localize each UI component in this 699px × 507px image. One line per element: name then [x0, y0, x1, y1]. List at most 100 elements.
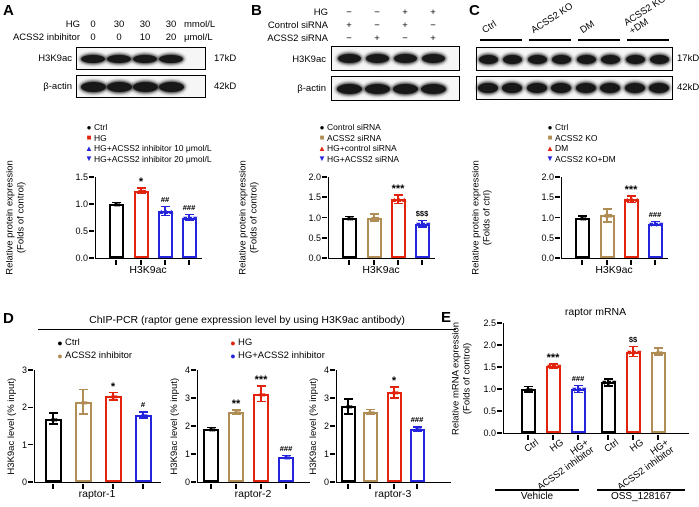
y-axis-tick	[555, 236, 561, 239]
bar-hg-acss2-inhibitor	[134, 414, 152, 482]
legend-marker-circle-icon: ●	[230, 350, 236, 361]
y-axis-label-line1: H3K9ac level (% input)	[5, 377, 17, 475]
protein-band	[421, 54, 445, 63]
y-axis-tick-label: 1.0	[483, 384, 496, 394]
x-axis-tick	[606, 259, 608, 265]
y-axis-tick	[555, 216, 561, 219]
data-point-markers: ●●●	[109, 392, 119, 402]
error-bar-cap-bottom	[369, 219, 379, 222]
data-point-markers: ●●●	[654, 347, 664, 357]
blot-header-value: +	[374, 33, 380, 44]
molecular-weight-label: 42kD	[214, 81, 237, 92]
y-axis-tick-label: 1.5	[483, 362, 496, 372]
x-axis-tick	[632, 434, 634, 440]
x-axis-label: H3K9ac	[595, 264, 633, 276]
legend-label: Ctrl	[555, 122, 569, 133]
error-bar-cap-top	[548, 363, 558, 365]
legend-item: ● Ctrl	[545, 122, 616, 133]
data-point-markers: ●●●	[524, 385, 534, 394]
error-bar-cap-top	[111, 201, 121, 204]
panel-a-legend: ● Ctrl ■ HG ▲ HG+ACSS2 inhibitor 10 μmol/L ▼ HG…	[84, 122, 212, 164]
error-bar	[606, 208, 608, 223]
bar-control-sirna	[341, 217, 357, 258]
y-axis-tick-label: 1.0	[541, 212, 554, 223]
x-axis-tick	[82, 483, 84, 489]
significance-label: ###	[410, 415, 424, 424]
x-axis-tick	[581, 259, 583, 265]
legend-marker-circle-icon: ●	[230, 337, 236, 348]
error-bar-cap-bottom	[653, 354, 663, 356]
protein-band	[106, 81, 132, 92]
y-axis-tick	[497, 344, 503, 346]
y-axis-tick-label: 3	[184, 393, 190, 403]
bar-hg-acss2-inhibitor	[650, 351, 666, 433]
y-axis-tick	[555, 176, 561, 178]
panel-e-label: E	[441, 309, 452, 326]
blot-header-value: 0	[116, 32, 122, 43]
error-bar-cap-bottom	[160, 214, 170, 217]
legend-label: HG+ACSS2 inhibitor 10 μmol/L	[94, 143, 212, 154]
data-point-markers: ▼▼▼	[414, 219, 432, 229]
bar-hg	[133, 190, 149, 258]
y-axis-tick	[322, 176, 328, 178]
x-axis-label: raptor-1	[78, 488, 116, 500]
group-underline	[495, 489, 579, 491]
data-point-markers: ●●●	[366, 408, 376, 417]
y-axis-tick-label: 1	[21, 439, 27, 450]
data-point-markers: ▼▼▼	[647, 219, 665, 229]
significance-label: $$	[628, 334, 638, 344]
error-bar-cap-top	[417, 219, 427, 222]
legend-item: ▲ HG+control siRNA	[317, 143, 399, 154]
bar-ctrl	[520, 389, 536, 433]
bar-ctrl	[203, 428, 219, 482]
error-bar	[373, 213, 375, 222]
blot-header-value: −	[374, 20, 380, 31]
error-bar-cap-bottom	[138, 416, 148, 419]
data-point-markers: ●●●	[139, 410, 149, 420]
legend-marker-triangle-down-icon: ▼	[85, 154, 93, 164]
error-bar-cap-bottom	[548, 367, 558, 370]
data-point-markers: ■■■	[603, 211, 613, 221]
protein-band	[133, 54, 157, 63]
legend-label: HG+ACSS2 inhibitor 20 μmol/L	[94, 153, 212, 164]
bar-hg-acss2-inhibitor-20-mol-l	[181, 217, 197, 258]
significance-label: ###	[648, 209, 662, 219]
protein-band	[576, 54, 596, 64]
data-point-markers: ▲▲▲	[623, 195, 641, 205]
error-bar	[210, 426, 212, 431]
error-bar-cap-top	[523, 385, 533, 388]
significance-label: #	[140, 400, 146, 410]
error-bar-cap-bottom	[417, 226, 427, 228]
y-axis-label-line2: (Folds of control)	[248, 181, 259, 254]
blot-header-value: −	[346, 33, 352, 44]
blot-row-label: β-actin	[43, 81, 72, 92]
y-axis-tick-label: 1.0	[75, 199, 88, 209]
bar-ctrl	[574, 217, 590, 258]
data-point-markers: ●●●	[390, 388, 400, 398]
blot-group-label: Ctrl	[480, 18, 499, 36]
x-axis-tick	[421, 259, 423, 265]
error-bar	[235, 409, 237, 415]
blot-header-label: HG	[65, 19, 80, 30]
blot-header-label: ACSS2 inbihitor	[12, 32, 80, 43]
legend-marker-triangle-down-icon: ▼	[318, 154, 326, 164]
y-axis-tick-label: 1.5	[75, 172, 88, 182]
x-axis-tick	[188, 259, 190, 265]
y-axis-tick	[330, 481, 336, 483]
legend-label: HG	[94, 132, 107, 143]
error-bar	[654, 220, 656, 227]
panel-d-title: ChIP-PCR (raptor gene expression level b…	[38, 314, 456, 330]
group-label: OSS_128167	[610, 491, 672, 502]
chart-a-plot: 0.0 0.5 1.0 1.5 ●●● ■■■ * ▲▲▲ ## ▼▼▼ ###	[75, 172, 202, 265]
y-axis-tick-label: 0	[21, 477, 27, 487]
data-point-markers: ●●●	[344, 402, 354, 412]
error-bar	[527, 385, 529, 393]
blot-header-value: −	[430, 20, 436, 31]
error-bar-cap-bottom	[393, 202, 403, 205]
y-axis-tick	[497, 322, 503, 324]
significance-label: *	[138, 176, 144, 189]
y-axis-tick-label: 3	[323, 393, 329, 403]
error-bar-cap-top	[628, 345, 638, 348]
chart-c-plot: 0.0 0.5 1.0 1.5 2.0 ●●● ■■■ ▲▲▲ *** ▼▼▼ ###	[541, 172, 668, 265]
error-bar-cap-bottom	[206, 429, 216, 431]
